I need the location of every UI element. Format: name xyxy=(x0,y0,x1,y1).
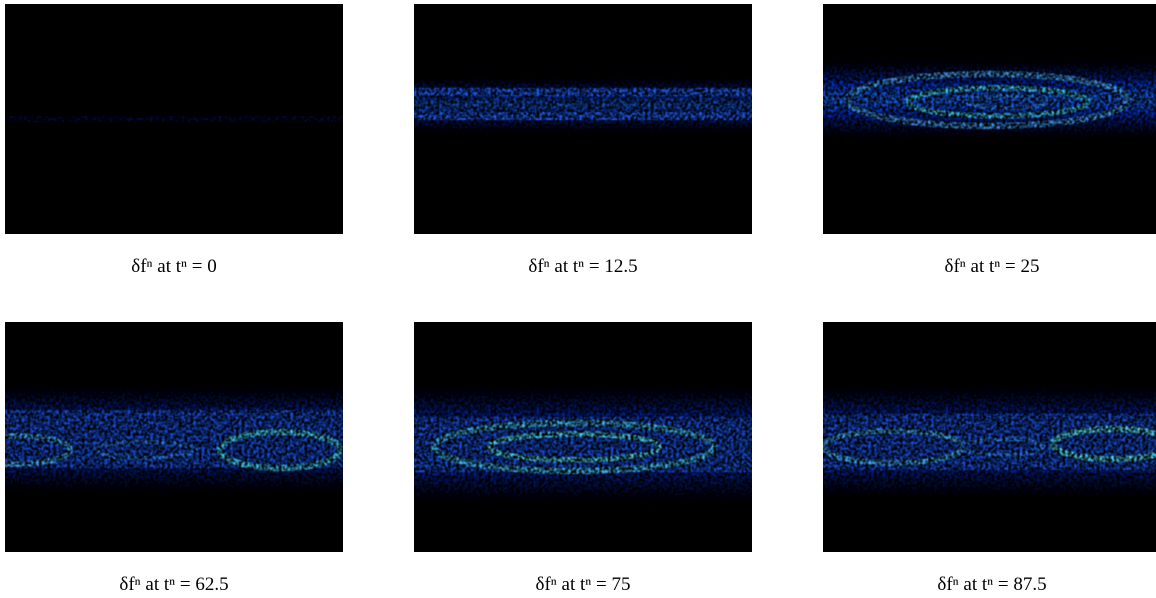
panel-image xyxy=(823,4,1156,234)
caption: δfⁿ at tⁿ = 0 xyxy=(131,256,217,277)
caption: δfⁿ at tⁿ = 87.5 xyxy=(937,574,1047,595)
caption: δfⁿ at tⁿ = 62.5 xyxy=(119,574,229,595)
panel-image xyxy=(823,322,1156,552)
panel-image xyxy=(5,322,343,552)
caption: δfⁿ at tⁿ = 12.5 xyxy=(528,256,638,277)
panel-image xyxy=(5,4,343,234)
caption: δfⁿ at tⁿ = 75 xyxy=(535,574,631,595)
panel-image xyxy=(414,4,752,234)
caption: δfⁿ at tⁿ = 25 xyxy=(944,256,1040,277)
panel-image xyxy=(414,322,752,552)
